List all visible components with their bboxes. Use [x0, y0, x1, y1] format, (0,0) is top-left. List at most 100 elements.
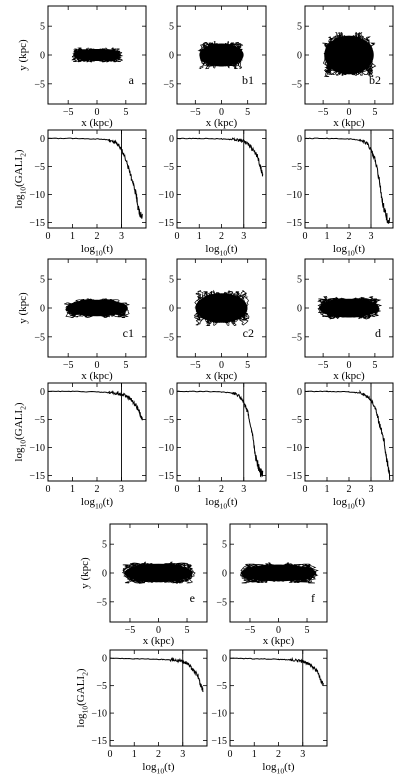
y-tick-label-gali-f: −5 — [216, 681, 227, 692]
x-tick-label-gali-b2: 0 — [303, 231, 308, 242]
x-axis-label-c2: x (kpc) — [206, 370, 238, 382]
gali-curve-gali-a — [48, 137, 143, 219]
panel-label-b1: b1 — [242, 73, 254, 87]
gali-curve-gali-c1 — [48, 390, 143, 421]
x-axis-label-gali-b2: log10(t) — [333, 243, 365, 257]
x-tick-label-gali-a: 2 — [95, 231, 100, 242]
x-tick-label-gali-c1: 0 — [46, 484, 51, 495]
x-tick-label-gali-a: 3 — [119, 231, 124, 242]
x-tick-label-gali-d: 1 — [325, 484, 330, 495]
y-axis-label-gali-e: log10(GALI2) — [75, 668, 89, 728]
x-axis-label-f: x (kpc) — [263, 635, 295, 647]
x-tick-label-a: −5 — [63, 107, 74, 118]
gali-curve-gali-c2 — [176, 390, 264, 478]
y-tick-label-d: −5 — [291, 332, 302, 343]
y-tick-label-gali-d: −15 — [286, 471, 302, 482]
x-axis-label-gali-c2: log10(t) — [205, 496, 237, 510]
y-tick-label-c1: 0 — [40, 304, 45, 315]
x-tick-label-c1: −5 — [63, 360, 74, 371]
panel-label-d: d — [375, 326, 381, 340]
x-tick-label-gali-f: 3 — [300, 749, 305, 760]
y-tick-label-gali-f: −15 — [211, 736, 227, 747]
orbit-core-f — [240, 564, 317, 582]
x-tick-label-a: 5 — [123, 107, 128, 118]
panel-frame-gali-e — [109, 649, 208, 747]
gali-curve-gali-e — [109, 656, 204, 693]
x-tick-label-b2: 5 — [372, 107, 377, 118]
y-tick-label-gali-d: −5 — [291, 415, 302, 426]
x-tick-label-gali-f: 2 — [276, 749, 281, 760]
y-tick-label-gali-a: −10 — [29, 190, 45, 201]
x-axis-label-gali-f: log10(t) — [262, 761, 294, 775]
y-axis-label-e: y (kpc) — [79, 557, 91, 589]
x-tick-label-e: 5 — [185, 625, 190, 636]
panel-frame-gali-f — [229, 649, 328, 747]
panel-label-c1: c1 — [123, 326, 134, 340]
x-tick-label-b2: 0 — [347, 107, 352, 118]
x-axis-label-c1: x (kpc) — [81, 370, 113, 382]
x-tick-label-b2: −5 — [318, 107, 329, 118]
y-tick-label-b2: 5 — [297, 22, 302, 33]
y-tick-label-gali-c2: 0 — [169, 387, 174, 398]
x-axis-label-d: x (kpc) — [333, 370, 365, 382]
x-tick-label-gali-d: 2 — [347, 484, 352, 495]
x-tick-label-f: 5 — [305, 625, 310, 636]
x-axis-label-gali-d: log10(t) — [333, 496, 365, 510]
orbit-core-c2 — [195, 293, 248, 323]
orbit-core-c1 — [66, 299, 128, 317]
gali-curve-gali-b2 — [304, 137, 391, 224]
gali-curve-gali-b1 — [176, 137, 264, 177]
x-tick-label-gali-f: 0 — [228, 749, 233, 760]
y-tick-label-f: 0 — [222, 569, 227, 580]
y-tick-label-c2: −5 — [163, 332, 174, 343]
y-tick-label-gali-e: −10 — [91, 709, 107, 720]
y-tick-label-b1: 0 — [169, 51, 174, 62]
x-axis-label-gali-c1: log10(t) — [81, 496, 113, 510]
y-tick-label-gali-b1: −10 — [158, 190, 174, 201]
panel-frame-gali-c2 — [176, 382, 267, 482]
y-tick-label-gali-a: 0 — [40, 134, 45, 145]
x-tick-label-e: 0 — [156, 625, 161, 636]
y-tick-label-gali-a: −15 — [29, 218, 45, 229]
x-axis-label-gali-a: log10(t) — [81, 243, 113, 257]
x-axis-label-e: x (kpc) — [143, 635, 175, 647]
panel-label-f: f — [311, 591, 315, 605]
y-tick-label-b1: 5 — [169, 22, 174, 33]
x-tick-label-f: −5 — [245, 625, 256, 636]
orbit-core-a — [73, 49, 121, 61]
y-tick-label-gali-e: 0 — [102, 654, 107, 665]
x-axis-label-gali-b1: log10(t) — [205, 243, 237, 257]
y-tick-label-gali-f: −10 — [211, 709, 227, 720]
x-tick-label-gali-c2: 2 — [219, 484, 224, 495]
x-tick-label-gali-f: 1 — [252, 749, 257, 760]
panel-label-c2: c2 — [243, 326, 254, 340]
y-tick-label-gali-f: 0 — [222, 654, 227, 665]
x-tick-label-d: −5 — [318, 360, 329, 371]
y-tick-label-b1: −5 — [163, 79, 174, 90]
x-tick-label-b1: −5 — [190, 107, 201, 118]
orbit-core-d — [318, 298, 380, 318]
x-tick-label-gali-d: 3 — [369, 484, 374, 495]
x-axis-label-gali-e: log10(t) — [142, 761, 174, 775]
x-tick-label-gali-c1: 2 — [95, 484, 100, 495]
y-tick-label-e: 5 — [102, 540, 107, 551]
x-tick-label-gali-b1: 3 — [241, 231, 246, 242]
panel-label-b2: b2 — [369, 73, 381, 87]
orbit-core-e — [124, 563, 193, 583]
x-tick-label-gali-c1: 3 — [119, 484, 124, 495]
x-tick-label-a: 0 — [95, 107, 100, 118]
panel-label-a: a — [129, 73, 135, 87]
y-axis-label-gali-c1: log10(GALI2) — [13, 402, 27, 462]
x-tick-label-gali-d: 0 — [303, 484, 308, 495]
y-tick-label-c1: 5 — [40, 275, 45, 286]
x-tick-label-gali-b2: 3 — [369, 231, 374, 242]
x-axis-label-b2: x (kpc) — [333, 117, 365, 129]
x-tick-label-gali-b2: 2 — [347, 231, 352, 242]
y-tick-label-e: −5 — [96, 597, 107, 608]
y-tick-label-f: −5 — [216, 597, 227, 608]
x-tick-label-c2: 5 — [245, 360, 250, 371]
gali-curve-gali-f — [230, 656, 324, 686]
y-tick-label-gali-e: −5 — [96, 681, 107, 692]
y-tick-label-gali-b2: −15 — [286, 218, 302, 229]
